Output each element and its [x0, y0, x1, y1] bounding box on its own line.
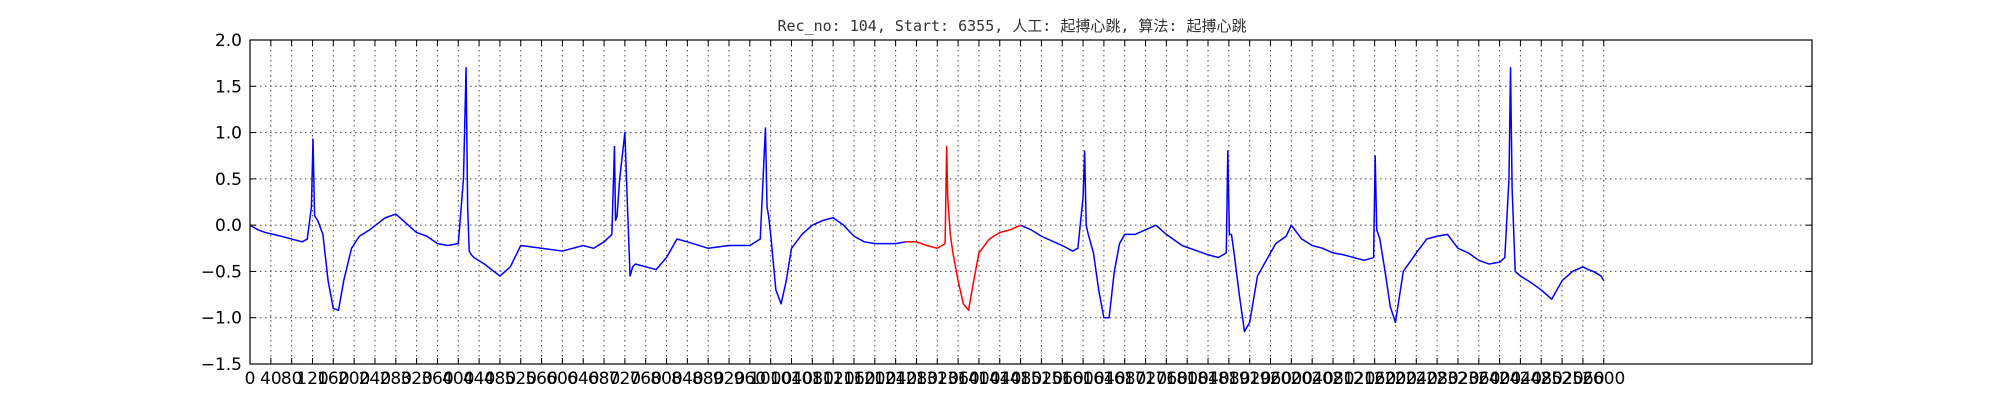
x-tick-label: 1360 [936, 369, 979, 389]
x-tick-label: 2520 [1540, 369, 1583, 389]
x-tick-label: 40 [260, 369, 282, 389]
x-tick-label: 2240 [1395, 369, 1438, 389]
x-tick-label: 0 [245, 369, 256, 389]
x-tick-label: 1600 [1061, 369, 1104, 389]
x-tick-label: 1760 [1145, 369, 1188, 389]
x-tick-label: 520 [505, 369, 537, 389]
x-tick-label: 680 [588, 369, 620, 389]
x-tick-label: 640 [567, 369, 599, 389]
x-tick-label: 600 [546, 369, 578, 389]
x-tick-label: 2200 [1374, 369, 1417, 389]
y-axis-ticks: −1.5 −1.0 −0.5 0.0 0.5 1.0 1.5 2.0 [201, 31, 1812, 375]
ecg-series-line-2 [906, 145, 1021, 312]
x-tick-label: 2600 [1582, 369, 1625, 389]
x-tick-label: 360 [421, 369, 453, 389]
y-tick-label: 0.0 [215, 216, 242, 236]
x-tick-label: 2480 [1520, 369, 1563, 389]
y-tick-label: −1.5 [201, 355, 242, 375]
x-tick-label: 2160 [1353, 369, 1396, 389]
x-tick-label: 760 [629, 369, 661, 389]
x-tick-label: 2000 [1270, 369, 1313, 389]
x-tick-label: 1720 [1124, 369, 1167, 389]
ecg-series-line-3 [1020, 67, 1605, 333]
x-tick-label: 240 [359, 369, 391, 389]
x-tick-label: 800 [650, 369, 682, 389]
x-tick-label: 2320 [1436, 369, 1479, 389]
x-tick-label: 1880 [1207, 369, 1250, 389]
x-tick-label: 320 [400, 369, 432, 389]
y-tick-label: −1.0 [201, 309, 242, 329]
x-tick-label: 1480 [999, 369, 1042, 389]
x-axis-ticks: 0 40 8012016020024028032036040044048052056… [245, 40, 1625, 389]
x-tick-label: 400 [442, 369, 474, 389]
axes-frame [249, 39, 1813, 365]
x-tick-label: 1080 [791, 369, 834, 389]
x-tick-label: 1560 [1041, 369, 1084, 389]
x-tick-label: 1160 [832, 369, 875, 389]
x-tick-label: 2280 [1415, 369, 1458, 389]
grid-lines [250, 40, 1812, 364]
x-tick-label: 840 [671, 369, 703, 389]
x-tick-label: 1800 [1166, 369, 1209, 389]
x-tick-label: 1840 [1186, 369, 1229, 389]
series-lines [249, 67, 1605, 333]
x-tick-label: 1200 [853, 369, 896, 389]
x-tick-label: 1960 [1249, 369, 1292, 389]
x-tick-label: 1440 [978, 369, 1021, 389]
x-tick-label: 1320 [916, 369, 959, 389]
x-tick-label: 280 [380, 369, 412, 389]
y-tick-label: 1.0 [215, 124, 242, 144]
x-tick-label: 720 [609, 369, 641, 389]
x-tick-label: 1520 [1020, 369, 1063, 389]
x-tick-label: 880 [692, 369, 724, 389]
chart-title: Rec_no: 104, Start: 6355, 人工: 起搏心跳, 算法: … [778, 17, 1247, 35]
x-tick-label: 1280 [895, 369, 938, 389]
x-tick-label: 2120 [1332, 369, 1375, 389]
x-tick-label: 560 [525, 369, 557, 389]
x-tick-label: 2440 [1499, 369, 1542, 389]
x-tick-label: 80 [281, 369, 303, 389]
x-tick-label: 960 [734, 369, 766, 389]
x-tick-label: 480 [484, 369, 516, 389]
x-tick-label: 200 [338, 369, 370, 389]
x-tick-label: 1400 [957, 369, 1000, 389]
ecg-series-line-1 [249, 67, 907, 312]
x-tick-label: 120 [296, 369, 328, 389]
x-tick-label: 160 [317, 369, 349, 389]
x-tick-label: 1240 [874, 369, 917, 389]
x-tick-label: 920 [713, 369, 745, 389]
x-tick-label: 2360 [1457, 369, 1500, 389]
x-tick-label: 1120 [812, 369, 855, 389]
x-tick-label: 1680 [1103, 369, 1146, 389]
x-tick-label: 2080 [1311, 369, 1354, 389]
x-tick-label: 2040 [1291, 369, 1334, 389]
y-tick-label: 1.5 [215, 77, 242, 97]
x-tick-label: 1640 [1082, 369, 1125, 389]
x-tick-label: 1920 [1228, 369, 1271, 389]
x-tick-label: 1040 [770, 369, 813, 389]
y-tick-label: 0.5 [215, 170, 242, 190]
y-tick-label: −0.5 [201, 262, 242, 282]
y-tick-label: 2.0 [215, 31, 242, 51]
x-tick-label: 2560 [1561, 369, 1604, 389]
x-tick-label: 440 [463, 369, 495, 389]
x-tick-label: 1000 [749, 369, 792, 389]
x-tick-label: 2400 [1478, 369, 1521, 389]
